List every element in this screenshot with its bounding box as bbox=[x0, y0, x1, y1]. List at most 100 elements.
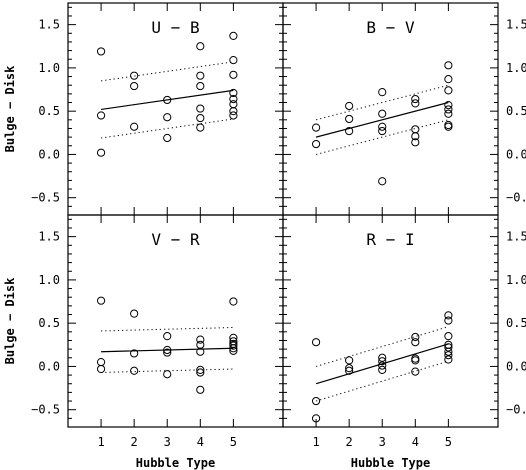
data-point bbox=[411, 356, 420, 365]
data-point bbox=[196, 365, 205, 374]
y-tick-label: 1.5 bbox=[506, 230, 526, 244]
x-tick-label: 3 bbox=[164, 435, 171, 449]
data-point bbox=[378, 122, 387, 131]
x-tick-label: 4 bbox=[197, 435, 204, 449]
y-tick-label: 0.0 bbox=[506, 359, 526, 373]
data-point bbox=[444, 105, 453, 114]
data-point bbox=[163, 95, 172, 105]
data-point bbox=[411, 338, 420, 347]
y-tick-label: 0.0 bbox=[38, 359, 60, 373]
panels: −0.5 0.0 0.5 1.0 1.5 U − B Bulge − Disk −0.5 0.0… bbox=[3, 2, 526, 470]
data-point bbox=[96, 296, 106, 305]
data-point bbox=[345, 356, 354, 365]
x-axis-title: Hubble Type bbox=[351, 456, 430, 470]
data-point bbox=[130, 122, 139, 131]
data-point bbox=[229, 344, 238, 353]
x-tick-label: 3 bbox=[379, 435, 386, 449]
y-tick-label: 0.0 bbox=[506, 147, 526, 161]
data-point bbox=[378, 365, 387, 374]
data-point bbox=[411, 99, 420, 108]
data-point bbox=[196, 123, 205, 132]
y-tick-label: 0.5 bbox=[506, 104, 526, 118]
panel-3: 1 2 3 4 5 −0.5 0.0 0.5 1.0 1.5 V − R Hubble Type Bul… bbox=[3, 214, 284, 470]
data-point bbox=[130, 81, 139, 91]
data-point bbox=[444, 122, 453, 131]
data-point bbox=[444, 332, 453, 341]
panel-4: 1 2 3 4 5 −0.5 0.0 0.5 1.0 1.5 R − I Hubble Type bbox=[282, 214, 526, 470]
panel-title: R − I bbox=[366, 230, 414, 249]
data-point bbox=[196, 385, 205, 394]
data-point bbox=[229, 94, 238, 104]
data-point bbox=[444, 101, 453, 110]
data-point bbox=[444, 311, 453, 320]
panel-frame bbox=[282, 214, 499, 428]
y-axis-title: Bulge − Disk bbox=[3, 65, 17, 152]
y-tick-label: 0.5 bbox=[506, 316, 526, 330]
panel-2: −0.5 0.0 0.5 1.0 1.5 B − V bbox=[282, 2, 526, 216]
y-tick-label: −0.5 bbox=[506, 403, 526, 417]
data-point bbox=[229, 333, 238, 342]
data-point bbox=[196, 113, 205, 123]
y-tick-label: −0.5 bbox=[31, 191, 60, 205]
data-point bbox=[196, 81, 205, 91]
data-point bbox=[444, 355, 453, 364]
fit-line bbox=[315, 343, 449, 385]
data-point bbox=[378, 357, 387, 366]
data-point bbox=[96, 148, 106, 157]
y-tick-label: 1.0 bbox=[38, 61, 60, 75]
data-point bbox=[345, 101, 354, 111]
data-point bbox=[229, 88, 238, 98]
data-point bbox=[229, 70, 238, 79]
data-point bbox=[96, 111, 106, 120]
data-point bbox=[444, 86, 453, 95]
fit-line bbox=[101, 347, 234, 353]
data-point bbox=[345, 114, 354, 124]
fit-line bbox=[100, 89, 234, 111]
data-point bbox=[130, 366, 139, 375]
data-point bbox=[96, 47, 106, 56]
y-tick-label: 0.5 bbox=[38, 316, 60, 330]
x-tick-label: 2 bbox=[131, 435, 138, 449]
data-point bbox=[229, 31, 238, 40]
data-point bbox=[411, 354, 420, 363]
data-point bbox=[196, 71, 205, 80]
fit-line bbox=[315, 101, 449, 138]
y-tick-label: −0.5 bbox=[506, 191, 526, 205]
panel-title: U − B bbox=[151, 18, 199, 37]
y-axis-title: Bulge − Disk bbox=[3, 277, 17, 364]
lower-envelope-line bbox=[315, 360, 449, 402]
data-point bbox=[411, 132, 420, 141]
y-tick-label: −0.5 bbox=[31, 403, 60, 417]
data-point bbox=[229, 111, 238, 120]
data-point bbox=[345, 364, 354, 373]
x-tick-label: 2 bbox=[346, 435, 353, 449]
data-point bbox=[411, 332, 420, 342]
upper-envelope-line bbox=[315, 326, 449, 367]
data-point bbox=[345, 366, 354, 375]
data-point bbox=[96, 358, 106, 367]
upper-envelope-line bbox=[101, 326, 234, 332]
data-point bbox=[311, 338, 321, 347]
upper-envelope-line bbox=[101, 61, 234, 82]
data-point bbox=[196, 42, 205, 51]
data-point bbox=[163, 133, 172, 143]
data-point bbox=[229, 297, 238, 306]
data-point bbox=[196, 335, 205, 344]
data-point bbox=[196, 340, 205, 349]
data-point bbox=[378, 353, 387, 362]
x-tick-label: 1 bbox=[312, 435, 319, 449]
data-point bbox=[229, 56, 238, 65]
data-point bbox=[196, 368, 205, 377]
data-point bbox=[311, 139, 321, 149]
data-point bbox=[444, 61, 453, 70]
data-point bbox=[345, 126, 354, 136]
data-point bbox=[444, 316, 453, 325]
y-tick-label: 1.0 bbox=[38, 273, 60, 287]
data-point bbox=[411, 94, 420, 104]
data-point bbox=[311, 123, 321, 132]
lower-envelope-line bbox=[101, 118, 234, 139]
data-point bbox=[378, 109, 387, 118]
data-point bbox=[96, 364, 106, 374]
data-point bbox=[378, 88, 387, 97]
